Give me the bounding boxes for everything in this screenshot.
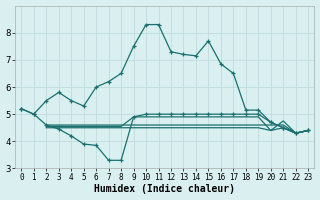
X-axis label: Humidex (Indice chaleur): Humidex (Indice chaleur) (94, 184, 235, 194)
